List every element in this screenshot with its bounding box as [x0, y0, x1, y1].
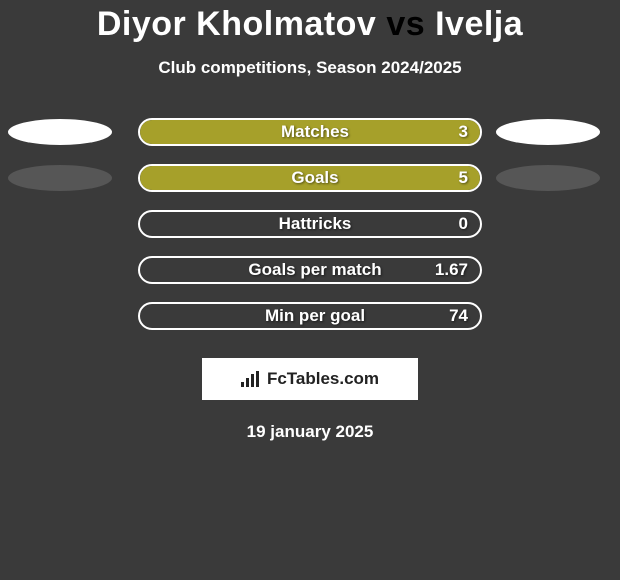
stat-bar: Goals per match1.67 [138, 256, 482, 284]
stat-label: Goals [140, 168, 480, 188]
branding-text: FcTables.com [267, 369, 379, 389]
snapshot-date: 19 january 2025 [0, 422, 620, 442]
stat-value: 74 [449, 306, 468, 326]
stat-rows: Matches3 Goals5 Hattricks0 Goals per match1… [0, 118, 620, 330]
stat-bar: Min per goal74 [138, 302, 482, 330]
stat-row: Hattricks0 [0, 210, 620, 238]
vs-separator: vs [386, 5, 425, 43]
stat-value: 3 [459, 122, 468, 142]
stat-row: Matches3 [0, 118, 620, 146]
player1-name: Diyor Kholmatov [97, 5, 377, 43]
stat-bar: Matches3 [138, 118, 482, 146]
left-ellipse [8, 165, 112, 191]
stat-row: Min per goal74 [0, 302, 620, 330]
branding-banner: FcTables.com [202, 358, 418, 400]
stat-value: 5 [459, 168, 468, 188]
bar-chart-icon [241, 371, 261, 387]
stat-label: Min per goal [140, 306, 480, 326]
right-ellipse [496, 119, 600, 145]
stat-label: Matches [140, 122, 480, 142]
stat-row: Goals5 [0, 164, 620, 192]
right-ellipse [496, 165, 600, 191]
stat-bar: Goals5 [138, 164, 482, 192]
player2-name: Ivelja [435, 5, 523, 43]
stat-value: 0 [459, 214, 468, 234]
subtitle: Club competitions, Season 2024/2025 [0, 58, 620, 78]
stat-value: 1.67 [435, 260, 468, 280]
stat-row: Goals per match1.67 [0, 256, 620, 284]
stat-bar: Hattricks0 [138, 210, 482, 238]
comparison-card: Diyor Kholmatov vs Ivelja Club competiti… [0, 0, 620, 442]
left-ellipse [8, 119, 112, 145]
page-title: Diyor Kholmatov vs Ivelja [0, 5, 620, 44]
stat-label: Goals per match [140, 260, 480, 280]
stat-label: Hattricks [140, 214, 480, 234]
